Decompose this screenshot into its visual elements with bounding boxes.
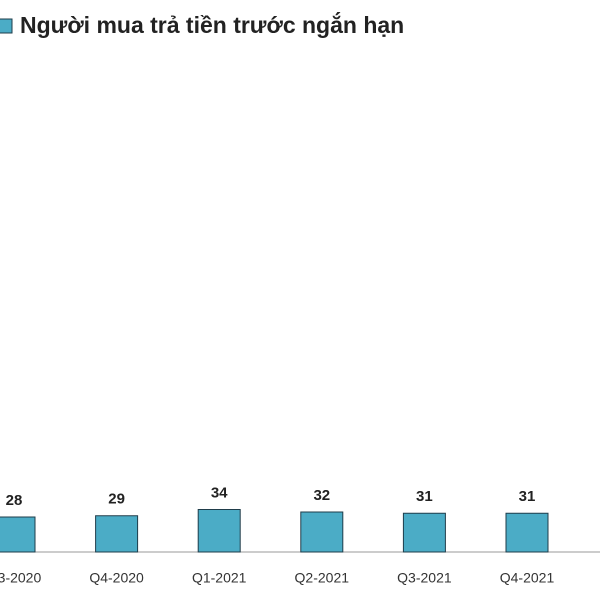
bar — [197, 509, 241, 553]
x-tick-label: Q4-2021 — [500, 570, 555, 586]
data-label: 31 — [416, 488, 433, 505]
x-tick-label: Q4-2020 — [89, 570, 144, 586]
legend-swatch — [0, 18, 13, 34]
x-tick-label: Q1-2021 — [192, 570, 247, 586]
data-label: 28 — [6, 492, 23, 509]
bar — [505, 512, 549, 553]
bar — [402, 512, 446, 553]
legend-label: Người mua trả tiền trước ngắn hạn — [20, 11, 404, 38]
bar — [300, 511, 344, 553]
bar — [95, 515, 139, 553]
x-tick-label: Q3-2020 — [0, 570, 41, 586]
data-label: 31 — [519, 488, 536, 505]
data-label: 34 — [211, 484, 228, 501]
bar — [0, 516, 36, 553]
data-label: 29 — [108, 491, 125, 508]
x-tick-label: Q3-2021 — [397, 570, 452, 586]
data-label: 32 — [313, 487, 330, 504]
x-tick-label: Q2-2021 — [295, 570, 350, 586]
